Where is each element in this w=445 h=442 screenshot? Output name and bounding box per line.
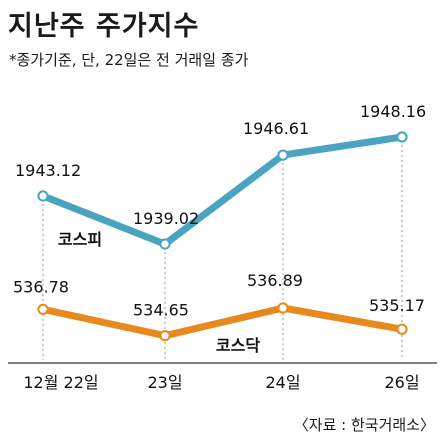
- data-point: [277, 149, 289, 161]
- x-tick-label: 23일: [147, 373, 182, 392]
- source-note: 〈자료 : 한국거래소〉: [293, 416, 435, 434]
- data-point: [396, 131, 408, 143]
- series-line: [39, 304, 406, 340]
- data-point: [277, 302, 289, 314]
- x-tick-label: 12월 22일: [23, 373, 98, 392]
- x-tick-label: 24일: [265, 373, 300, 392]
- data-label: 1946.61: [243, 119, 309, 138]
- series-line: [39, 133, 406, 248]
- data-label: 535.17: [369, 296, 425, 315]
- data-point: [159, 238, 171, 250]
- data-label: 534.65: [133, 301, 189, 320]
- chart-title: 지난주 주가지수: [8, 11, 200, 42]
- data-label: 536.78: [13, 277, 69, 296]
- data-point: [37, 303, 49, 315]
- data-label: 536.89: [247, 271, 303, 290]
- series-name-label: 코스닥: [216, 336, 260, 355]
- data-point: [396, 323, 408, 335]
- data-label: 1939.02: [133, 209, 199, 228]
- chart-subtitle: *종가기준, 단, 22일은 전 거래일 종가: [9, 51, 249, 69]
- data-point: [159, 330, 171, 342]
- value-labels: 1943.12 1939.02 1946.61 1948.16 코스피 536.78 534…: [13, 102, 426, 355]
- x-tick-label: 26일: [384, 373, 419, 392]
- series-name-label: 코스피: [58, 230, 102, 249]
- data-label: 1943.12: [15, 161, 81, 180]
- grid-lines: [42, 144, 403, 360]
- data-label: 1948.16: [360, 102, 426, 121]
- series-group: [37, 131, 408, 342]
- data-point: [37, 190, 49, 202]
- x-axis: 12월 22일 23일 24일 26일: [8, 362, 437, 392]
